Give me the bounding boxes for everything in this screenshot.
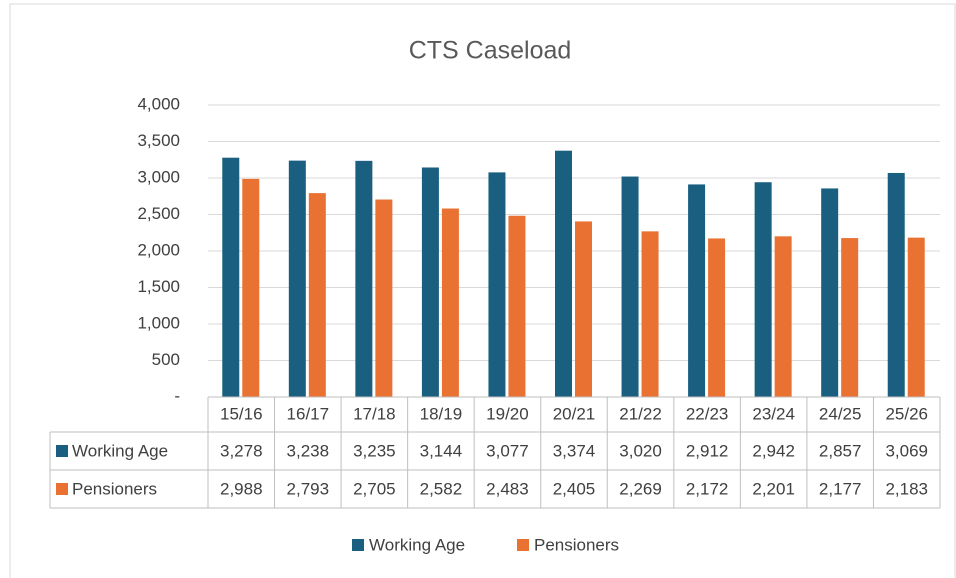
x-tick-label: 18/19 — [420, 404, 463, 423]
table-cell: 3,235 — [353, 441, 396, 460]
bar — [621, 176, 639, 397]
table-cell: 2,201 — [752, 479, 795, 498]
y-tick-label: 4,000 — [137, 94, 180, 113]
x-tick-label: 24/25 — [819, 404, 862, 423]
table-cell: 2,912 — [686, 441, 729, 460]
x-tick-label: 21/22 — [619, 404, 662, 423]
bar — [774, 236, 792, 397]
legend-key — [56, 445, 68, 457]
table-cell: 3,278 — [220, 441, 263, 460]
table-cell: 2,857 — [819, 441, 862, 460]
x-tick-label: 16/17 — [287, 404, 330, 423]
bar — [887, 172, 905, 397]
x-tick-label: 23/24 — [752, 404, 795, 423]
y-tick-label: 2,000 — [137, 240, 180, 259]
bar — [375, 199, 393, 397]
table-cell: 2,405 — [553, 479, 596, 498]
bar — [421, 167, 439, 397]
bar — [708, 238, 726, 397]
bar — [508, 215, 526, 397]
bar — [754, 182, 772, 397]
table-cell: 3,077 — [486, 441, 529, 460]
x-tick-label: 19/20 — [486, 404, 529, 423]
y-tick-label: 500 — [152, 350, 180, 369]
table-cell: 2,582 — [420, 479, 463, 498]
bar — [308, 193, 326, 397]
table-cell: 2,172 — [686, 479, 729, 498]
legend-key — [517, 539, 529, 551]
table-cell: 2,183 — [885, 479, 928, 498]
bar — [821, 188, 839, 397]
chart-frame — [9, 3, 956, 578]
y-tick-label: 3,000 — [137, 167, 180, 186]
y-tick-label: 1,000 — [137, 313, 180, 332]
legend-key — [56, 483, 68, 495]
x-tick-label: 20/21 — [553, 404, 596, 423]
bar — [575, 221, 592, 397]
chart-title: CTS Caseload — [409, 37, 572, 65]
table-cell: 3,069 — [885, 441, 928, 460]
bar — [641, 231, 659, 397]
bar — [288, 160, 306, 397]
legend-label: Pensioners — [534, 535, 619, 554]
x-tick-label: 17/18 — [353, 404, 396, 423]
x-tick-label: 22/23 — [686, 404, 729, 423]
table-cell: 2,705 — [353, 479, 396, 498]
bar — [688, 184, 706, 397]
table-cell: 3,020 — [619, 441, 662, 460]
x-tick-label: 25/26 — [885, 404, 928, 423]
y-tick-label: 3,500 — [137, 131, 180, 150]
row-header: Working Age — [72, 441, 168, 460]
legend-label: Working Age — [369, 535, 465, 554]
row-header: Pensioners — [72, 479, 157, 498]
bar — [488, 172, 506, 397]
bar — [242, 178, 260, 397]
table-cell: 2,988 — [220, 479, 263, 498]
table-cell: 3,374 — [553, 441, 596, 460]
bar — [222, 157, 240, 397]
bar — [441, 208, 459, 397]
table-cell: 2,793 — [287, 479, 330, 498]
table-cell: 2,177 — [819, 479, 862, 498]
legend-key — [352, 539, 364, 551]
table-cell: 3,144 — [420, 441, 463, 460]
table-cell: 3,238 — [287, 441, 330, 460]
bar — [355, 160, 373, 397]
table-cell: 2,269 — [619, 479, 662, 498]
table-cell: 2,942 — [752, 441, 795, 460]
y-tick-label: - — [174, 386, 180, 405]
y-tick-label: 1,500 — [137, 277, 180, 296]
x-tick-label: 15/16 — [220, 404, 263, 423]
y-tick-label: 2,500 — [137, 204, 180, 223]
bar — [841, 238, 859, 397]
bar — [555, 150, 572, 397]
bar — [907, 237, 925, 397]
table-cell: 2,483 — [486, 479, 529, 498]
